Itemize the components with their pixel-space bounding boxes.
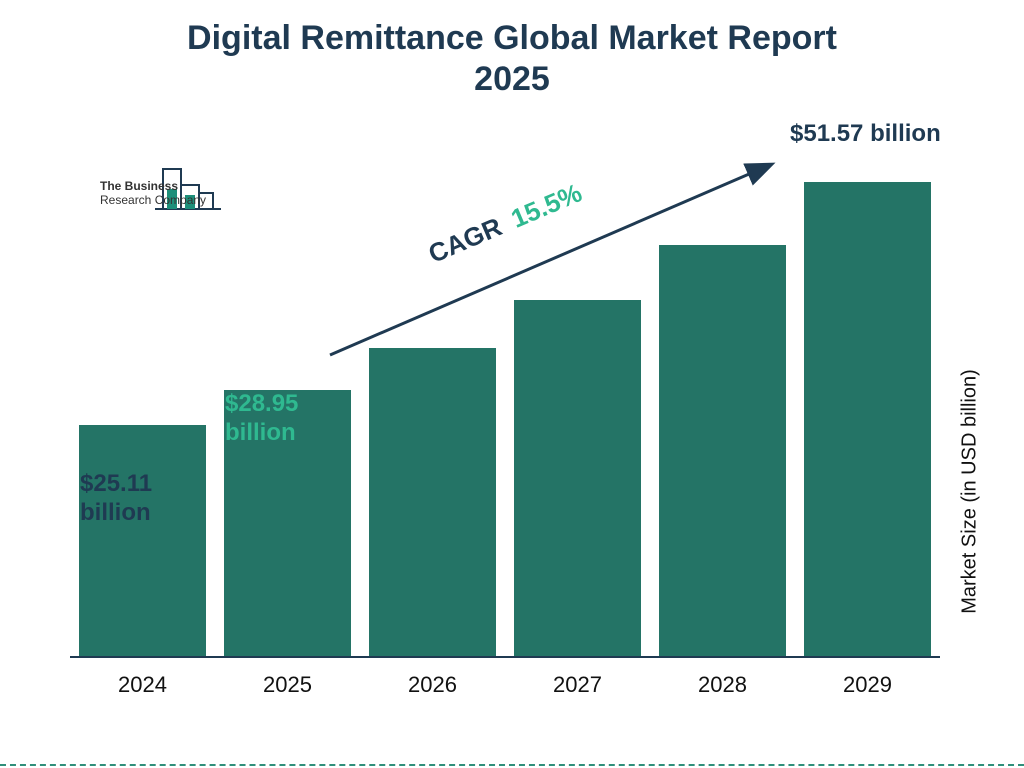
chart-container: Digital Remittance Global Market Report …	[0, 0, 1024, 768]
bar-value-label: $51.57 billion	[790, 120, 941, 149]
cagr-arrow	[0, 0, 1024, 768]
bar-value-label: $28.95billion	[225, 390, 298, 448]
bottom-dashed-line	[0, 764, 1024, 766]
bar-value-label: $25.11billion	[80, 470, 152, 528]
